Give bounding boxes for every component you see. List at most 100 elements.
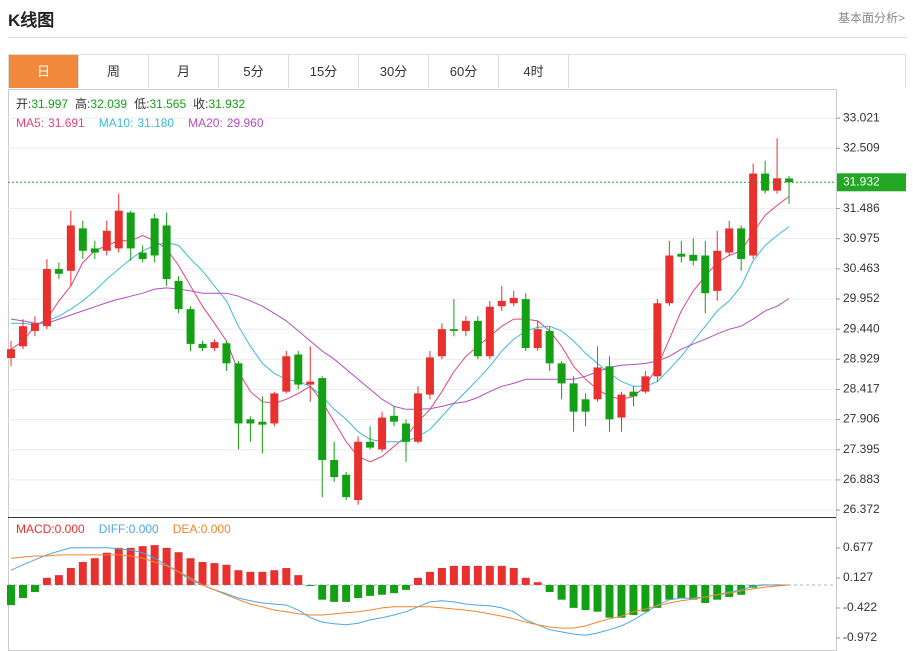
- candle-body: [294, 354, 303, 385]
- candle-body: [617, 394, 626, 418]
- candle-body: [449, 329, 458, 331]
- period-tab[interactable]: 4时: [499, 55, 569, 88]
- candle-body: [413, 393, 422, 442]
- legend-value: 0.000: [129, 522, 159, 536]
- candle-body: [641, 376, 650, 392]
- candle-body: [605, 366, 614, 420]
- fundamentals-link[interactable]: 基本面分析>: [837, 11, 905, 25]
- candle-body: [366, 441, 375, 448]
- y-tick-label: 29.440: [843, 321, 880, 335]
- macd-bar: [713, 584, 722, 600]
- macd-bar: [425, 571, 434, 585]
- macd-bar: [366, 584, 375, 596]
- candle-body: [30, 323, 39, 331]
- macd-bar: [593, 584, 602, 612]
- y-tick-label: -0.422: [843, 600, 877, 614]
- macd-bar: [725, 584, 734, 597]
- candle-body: [569, 383, 578, 412]
- macd-bar: [413, 577, 422, 585]
- readout-label: 低:: [134, 97, 149, 111]
- legend-value: 31.180: [137, 116, 174, 130]
- candle-body: [174, 280, 183, 310]
- readout-label: 收:: [193, 97, 208, 111]
- macd-bar: [30, 584, 39, 593]
- candle-body: [509, 297, 518, 304]
- readout-value: 31.565: [149, 97, 186, 111]
- macd-bar: [402, 584, 411, 590]
- candle-body: [114, 210, 123, 249]
- legend-name: DIFF:: [99, 522, 129, 536]
- candle-body: [402, 423, 411, 442]
- macd-bar: [437, 568, 446, 585]
- candle-body: [437, 329, 446, 357]
- candle-body: [425, 357, 434, 395]
- candle-body: [7, 349, 15, 359]
- macd-bar: [318, 584, 327, 600]
- macd-bar: [258, 571, 267, 585]
- legend-name: MA5:: [16, 116, 44, 130]
- candle-body: [653, 303, 662, 377]
- candle-body: [785, 178, 794, 183]
- macd-bar: [557, 584, 566, 600]
- candle-body: [246, 419, 255, 424]
- candle-body: [689, 254, 698, 261]
- candle-body: [42, 269, 51, 327]
- candle-body: [102, 230, 111, 251]
- macd-bar: [509, 568, 518, 585]
- y-tick-label: 28.929: [843, 351, 880, 365]
- candle-body: [126, 212, 135, 249]
- period-tab[interactable]: 60分: [429, 55, 499, 88]
- candle-body: [66, 225, 75, 271]
- legend-value: 0.000: [55, 522, 85, 536]
- macd-bar: [378, 584, 387, 595]
- macd-bar: [581, 584, 590, 611]
- candle-body: [222, 343, 231, 364]
- last-price-label: 31.932: [843, 174, 880, 188]
- macd-bar: [390, 584, 399, 594]
- candle-body: [725, 228, 734, 253]
- macd-bar: [42, 577, 51, 585]
- period-tab[interactable]: 30分: [359, 55, 429, 88]
- candle-body: [342, 474, 351, 498]
- candle-body: [497, 300, 506, 307]
- macd-bar: [665, 584, 674, 600]
- macd-bar: [234, 570, 243, 585]
- readout-label: 开:: [16, 97, 31, 111]
- period-tab[interactable]: 周: [79, 55, 149, 88]
- candle-body: [18, 326, 27, 347]
- candle-body: [713, 250, 722, 291]
- legend-name: MA10:: [99, 116, 134, 130]
- y-tick-label: 26.883: [843, 472, 880, 486]
- period-tab[interactable]: 日: [9, 55, 79, 88]
- macd-bar: [485, 565, 494, 585]
- y-tick-label: 0.677: [843, 540, 873, 554]
- candle-body: [270, 393, 279, 424]
- candle-body: [210, 342, 219, 349]
- macd-bar: [90, 558, 99, 585]
- period-tab[interactable]: 15分: [289, 55, 359, 88]
- legend-name: DEA:: [173, 522, 201, 536]
- macd-bar: [126, 547, 135, 585]
- macd-bar: [461, 565, 470, 585]
- period-tab[interactable]: 月: [149, 55, 219, 88]
- candle-body: [162, 225, 171, 280]
- macd-bar: [150, 545, 159, 585]
- candle-body: [354, 441, 363, 501]
- macd-bar: [66, 568, 75, 585]
- candle-body: [473, 320, 482, 357]
- ma-line: [11, 226, 790, 443]
- y-tick-label: -0.972: [843, 630, 877, 644]
- candle-body: [677, 253, 686, 257]
- macd-bar: [294, 575, 303, 585]
- readout-label: 高:: [75, 96, 90, 111]
- candle-body: [90, 248, 99, 253]
- macd-bar: [533, 582, 542, 585]
- y-tick-label: 30.975: [843, 231, 880, 245]
- y-tick-label: 27.395: [843, 442, 880, 456]
- period-tab[interactable]: 5分: [219, 55, 289, 88]
- y-tick-label: 30.463: [843, 261, 880, 275]
- candle-body: [390, 415, 399, 422]
- y-tick-label: 0.127: [843, 570, 873, 584]
- readout-value: 31.932: [208, 97, 245, 111]
